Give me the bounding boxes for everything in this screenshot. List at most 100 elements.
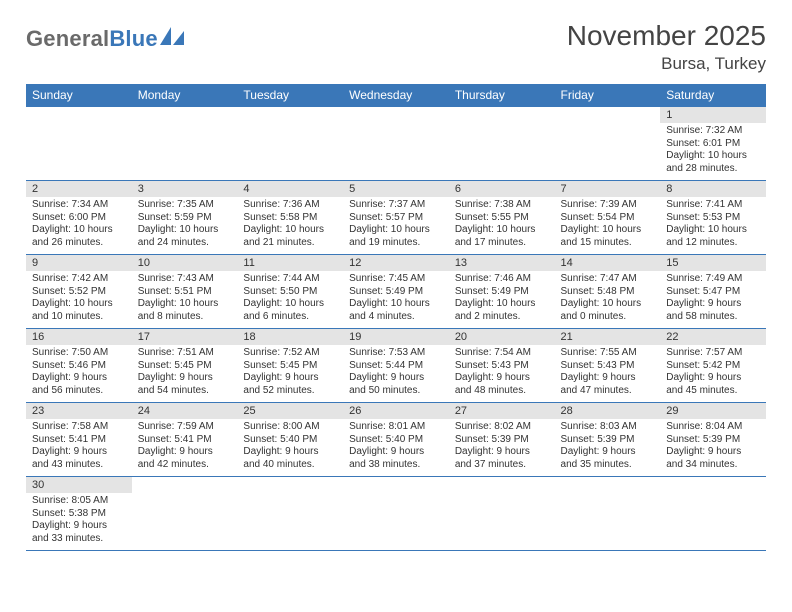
day-line-dl2: and 33 minutes. <box>32 533 126 546</box>
day-number: 5 <box>343 181 449 197</box>
day-body <box>449 493 555 507</box>
day-line-dl1: Daylight: 9 hours <box>561 372 655 385</box>
calendar-cell <box>555 107 661 181</box>
weekday-header: Thursday <box>449 84 555 107</box>
day-line-dl1: Daylight: 10 hours <box>138 224 232 237</box>
day-line-ss: Sunset: 5:53 PM <box>666 212 760 225</box>
calendar-cell: 26Sunrise: 8:01 AMSunset: 5:40 PMDayligh… <box>343 403 449 477</box>
day-body: Sunrise: 7:36 AMSunset: 5:58 PMDaylight:… <box>237 197 343 253</box>
day-line-dl1: Daylight: 10 hours <box>561 224 655 237</box>
day-line-sr: Sunrise: 7:53 AM <box>349 347 443 360</box>
day-number <box>132 107 238 123</box>
title-block: November 2025 Bursa, Turkey <box>567 20 766 74</box>
day-line-dl1: Daylight: 10 hours <box>243 224 337 237</box>
calendar-cell: 28Sunrise: 8:03 AMSunset: 5:39 PMDayligh… <box>555 403 661 477</box>
day-line-dl1: Daylight: 10 hours <box>243 298 337 311</box>
day-body: Sunrise: 8:01 AMSunset: 5:40 PMDaylight:… <box>343 419 449 475</box>
calendar-cell: 1Sunrise: 7:32 AMSunset: 6:01 PMDaylight… <box>660 107 766 181</box>
day-line-dl2: and 12 minutes. <box>666 237 760 250</box>
day-line-sr: Sunrise: 8:04 AM <box>666 421 760 434</box>
day-body <box>237 123 343 137</box>
day-line-dl2: and 43 minutes. <box>32 459 126 472</box>
weekday-header: Tuesday <box>237 84 343 107</box>
day-number <box>237 107 343 123</box>
calendar-week-row: 30Sunrise: 8:05 AMSunset: 5:38 PMDayligh… <box>26 477 766 551</box>
day-body: Sunrise: 7:39 AMSunset: 5:54 PMDaylight:… <box>555 197 661 253</box>
calendar-cell: 25Sunrise: 8:00 AMSunset: 5:40 PMDayligh… <box>237 403 343 477</box>
day-number: 11 <box>237 255 343 271</box>
day-number: 29 <box>660 403 766 419</box>
day-line-sr: Sunrise: 7:35 AM <box>138 199 232 212</box>
day-line-ss: Sunset: 5:55 PM <box>455 212 549 225</box>
day-line-ss: Sunset: 5:49 PM <box>455 286 549 299</box>
day-number <box>555 107 661 123</box>
day-body: Sunrise: 7:45 AMSunset: 5:49 PMDaylight:… <box>343 271 449 327</box>
day-line-ss: Sunset: 5:45 PM <box>138 360 232 373</box>
day-line-dl2: and 28 minutes. <box>666 163 760 176</box>
weekday-header: Saturday <box>660 84 766 107</box>
calendar-cell: 10Sunrise: 7:43 AMSunset: 5:51 PMDayligh… <box>132 255 238 329</box>
day-body: Sunrise: 7:32 AMSunset: 6:01 PMDaylight:… <box>660 123 766 179</box>
day-line-dl2: and 34 minutes. <box>666 459 760 472</box>
logo-text-blue: Blue <box>109 26 157 51</box>
day-line-sr: Sunrise: 7:57 AM <box>666 347 760 360</box>
day-line-sr: Sunrise: 8:01 AM <box>349 421 443 434</box>
day-line-ss: Sunset: 5:58 PM <box>243 212 337 225</box>
day-body: Sunrise: 7:46 AMSunset: 5:49 PMDaylight:… <box>449 271 555 327</box>
day-body <box>343 493 449 507</box>
day-body: Sunrise: 7:44 AMSunset: 5:50 PMDaylight:… <box>237 271 343 327</box>
day-line-sr: Sunrise: 7:46 AM <box>455 273 549 286</box>
day-number: 6 <box>449 181 555 197</box>
day-body: Sunrise: 7:57 AMSunset: 5:42 PMDaylight:… <box>660 345 766 401</box>
calendar-cell: 16Sunrise: 7:50 AMSunset: 5:46 PMDayligh… <box>26 329 132 403</box>
day-line-ss: Sunset: 5:52 PM <box>32 286 126 299</box>
day-line-dl1: Daylight: 9 hours <box>32 446 126 459</box>
day-number <box>132 477 238 493</box>
day-line-sr: Sunrise: 7:59 AM <box>138 421 232 434</box>
calendar-cell <box>132 107 238 181</box>
calendar-cell: 30Sunrise: 8:05 AMSunset: 5:38 PMDayligh… <box>26 477 132 551</box>
day-body: Sunrise: 8:04 AMSunset: 5:39 PMDaylight:… <box>660 419 766 475</box>
day-line-ss: Sunset: 5:39 PM <box>561 434 655 447</box>
day-line-dl1: Daylight: 10 hours <box>666 150 760 163</box>
day-body <box>26 123 132 137</box>
day-line-dl1: Daylight: 9 hours <box>455 372 549 385</box>
calendar-cell: 3Sunrise: 7:35 AMSunset: 5:59 PMDaylight… <box>132 181 238 255</box>
calendar-cell <box>660 477 766 551</box>
day-body: Sunrise: 7:52 AMSunset: 5:45 PMDaylight:… <box>237 345 343 401</box>
day-line-dl2: and 52 minutes. <box>243 385 337 398</box>
day-line-dl2: and 45 minutes. <box>666 385 760 398</box>
day-number: 10 <box>132 255 238 271</box>
calendar-cell: 6Sunrise: 7:38 AMSunset: 5:55 PMDaylight… <box>449 181 555 255</box>
day-number: 17 <box>132 329 238 345</box>
day-line-dl1: Daylight: 10 hours <box>561 298 655 311</box>
day-body <box>343 123 449 137</box>
day-number <box>660 477 766 493</box>
day-line-dl1: Daylight: 10 hours <box>455 224 549 237</box>
day-line-dl2: and 37 minutes. <box>455 459 549 472</box>
logo-text-general: General <box>26 26 109 51</box>
calendar-cell: 21Sunrise: 7:55 AMSunset: 5:43 PMDayligh… <box>555 329 661 403</box>
day-line-dl2: and 21 minutes. <box>243 237 337 250</box>
day-line-ss: Sunset: 5:47 PM <box>666 286 760 299</box>
day-number: 24 <box>132 403 238 419</box>
day-number <box>237 477 343 493</box>
header: GeneralBlue November 2025 Bursa, Turkey <box>26 20 766 74</box>
day-line-dl2: and 38 minutes. <box>349 459 443 472</box>
day-line-dl1: Daylight: 9 hours <box>243 372 337 385</box>
day-number: 20 <box>449 329 555 345</box>
day-line-dl1: Daylight: 10 hours <box>666 224 760 237</box>
day-line-dl2: and 56 minutes. <box>32 385 126 398</box>
calendar-cell: 8Sunrise: 7:41 AMSunset: 5:53 PMDaylight… <box>660 181 766 255</box>
day-line-sr: Sunrise: 7:54 AM <box>455 347 549 360</box>
calendar-cell <box>555 477 661 551</box>
day-body: Sunrise: 7:58 AMSunset: 5:41 PMDaylight:… <box>26 419 132 475</box>
calendar-cell: 18Sunrise: 7:52 AMSunset: 5:45 PMDayligh… <box>237 329 343 403</box>
day-number: 25 <box>237 403 343 419</box>
day-number: 13 <box>449 255 555 271</box>
day-line-dl1: Daylight: 10 hours <box>138 298 232 311</box>
day-number: 12 <box>343 255 449 271</box>
day-line-dl1: Daylight: 9 hours <box>32 372 126 385</box>
calendar-cell: 4Sunrise: 7:36 AMSunset: 5:58 PMDaylight… <box>237 181 343 255</box>
day-line-sr: Sunrise: 7:41 AM <box>666 199 760 212</box>
